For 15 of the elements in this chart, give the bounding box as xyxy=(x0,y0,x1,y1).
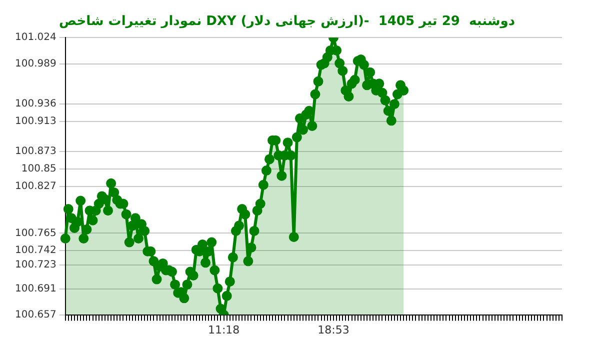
y-tick-label: 101.024 xyxy=(14,32,56,44)
y-tick-label: 100.85 xyxy=(21,164,56,175)
y-tick-label: 100.765 xyxy=(14,228,56,239)
y-tick-label: 100.742 xyxy=(14,245,56,256)
y-tick-label: 100.936 xyxy=(14,98,56,110)
y-tick-label: 100.913 xyxy=(14,116,56,128)
x-tick-label: 11:18 xyxy=(208,323,240,336)
chart-title: نمودار تغییرات شاخص DXY (ارزش جهانی دلار)- دوشنبه 29 تیر 1405 xyxy=(58,14,516,30)
y-tick-label: 100.873 xyxy=(14,146,56,158)
y-tick-label: 100.723 xyxy=(14,260,56,271)
x-tick-label: 18:53 xyxy=(318,323,350,336)
y-tick-label: 100.657 xyxy=(14,309,56,320)
y-tick-label: 100.827 xyxy=(14,180,56,192)
y-tick-label: 100.691 xyxy=(14,284,56,295)
y-tick-label: 100.989 xyxy=(14,58,56,70)
